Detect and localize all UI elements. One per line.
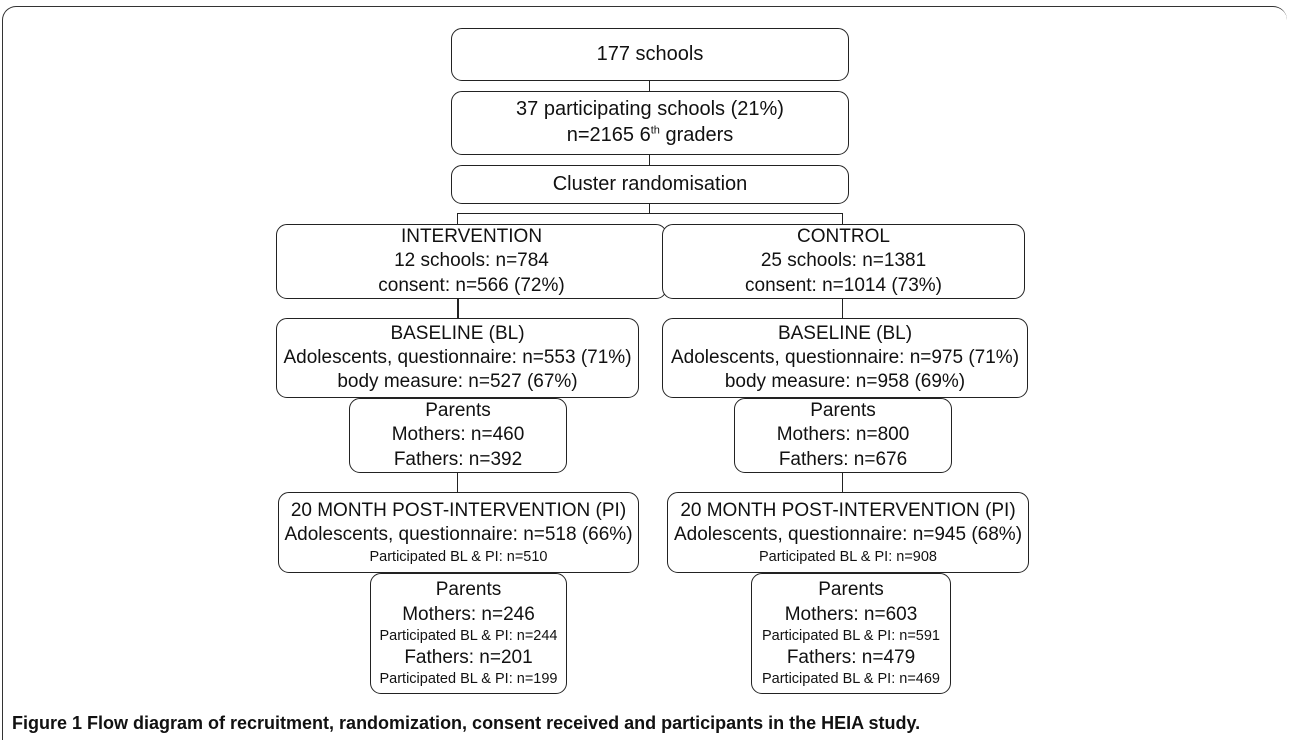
control-consent: consent: n=1014 (73%) [745,274,942,296]
randomisation-box: Cluster randomisation [451,165,849,204]
control-post-box: 20 MONTH POST-INTERVENTION (PI) Adolesce… [667,492,1029,573]
control-group-box: CONTROL 25 schools: n=1381 consent: n=10… [662,224,1025,299]
figure-caption: Figure 1 Flow diagram of recruitment, ra… [12,713,921,733]
control-post-questionnaire: Adolescents, questionnaire: n=945 (68%) [673,524,1023,546]
control-pi-mothers: Mothers: n=603 [784,603,918,625]
intervention-group-box: INTERVENTION 12 schools: n=784 consent: … [276,224,667,299]
schools-label: 177 schools [596,42,704,65]
control-pi-fathers: Fathers: n=479 [786,646,916,668]
randomisation-label: Cluster randomisation [552,172,748,195]
intervention-parents-title: Parents [425,400,491,422]
control-pi-fathers-participated: Participated BL & PI: n=469 [761,670,940,687]
connector-ctl-parents-post [842,472,844,493]
participating-schools: 37 participating schools (21%) [516,98,784,121]
intervention-parents-post-box: Parents Mothers: n=246 Participated BL &… [370,573,567,694]
intervention-parents-mothers: Mothers: n=460 [391,424,525,446]
control-parents-fathers: Fathers: n=676 [778,448,908,470]
control-pi-mothers-participated: Participated BL & PI: n=591 [761,628,940,645]
control-pi-parents-title: Parents [818,579,884,601]
control-parents-baseline-box: Parents Mothers: n=800 Fathers: n=676 [734,398,952,473]
intervention-pi-fathers: Fathers: n=201 [404,646,533,668]
control-parents-mothers: Mothers: n=800 [776,424,910,446]
participating-graders: n=2165 6th graders [566,124,734,146]
connector-branch-horizontal [457,213,843,215]
schools-box: 177 schools [451,28,849,81]
intervention-post-participated: Participated BL & PI: n=510 [369,548,548,565]
control-title: CONTROL [797,226,890,248]
intervention-title: INTERVENTION [400,226,543,248]
figure-frame [2,6,1287,740]
intervention-pi-fathers-participated: Participated BL & PI: n=199 [379,670,558,687]
participating-box: 37 participating schools (21%) n=2165 6t… [451,91,849,155]
connector-schools-participating [649,80,651,92]
control-baseline-body: body measure: n=958 (69%) [724,371,966,393]
connector-branch-right [842,213,844,225]
intervention-baseline-questionnaire: Adolescents, questionnaire: n=553 (71%) [283,346,632,368]
intervention-post-questionnaire: Adolescents, questionnaire: n=518 (66%) [284,524,633,546]
connector-branch-left [457,213,459,225]
control-baseline-title: BASELINE (BL) [777,322,913,344]
connector-ctl-group-baseline [842,298,844,319]
ordinal-suffix: th [650,124,660,137]
intervention-consent: consent: n=566 (72%) [378,274,565,296]
control-baseline-box: BASELINE (BL) Adolescents, questionnaire… [662,318,1028,398]
intervention-pi-parents-title: Parents [435,579,502,601]
connector-randomisation-split [649,203,651,214]
control-baseline-questionnaire: Adolescents, questionnaire: n=975 (71%) [670,346,1020,368]
intervention-post-box: 20 MONTH POST-INTERVENTION (PI) Adolesce… [278,492,639,573]
intervention-baseline-box: BASELINE (BL) Adolescents, questionnaire… [276,318,639,398]
control-parents-title: Parents [810,400,876,422]
connector-int-parents-post [457,472,459,493]
intervention-baseline-body: body measure: n=527 (67%) [337,371,578,393]
intervention-parents-fathers: Fathers: n=392 [393,448,523,470]
intervention-schools: 12 schools: n=784 [394,250,549,272]
intervention-post-title: 20 MONTH POST-INTERVENTION (PI) [290,499,627,521]
connector-participating-randomisation [649,154,651,166]
control-parents-post-box: Parents Mothers: n=603 Participated BL &… [751,573,951,694]
intervention-baseline-title: BASELINE (BL) [390,322,525,344]
connector-int-group-baseline [457,298,459,319]
control-schools: 25 schools: n=1381 [760,250,927,272]
intervention-pi-mothers-participated: Participated BL & PI: n=244 [379,628,558,645]
control-post-title: 20 MONTH POST-INTERVENTION (PI) [680,499,1016,521]
control-post-participated: Participated BL & PI: n=908 [758,548,937,565]
intervention-pi-mothers: Mothers: n=246 [402,603,535,625]
intervention-parents-baseline-box: Parents Mothers: n=460 Fathers: n=392 [349,398,567,473]
